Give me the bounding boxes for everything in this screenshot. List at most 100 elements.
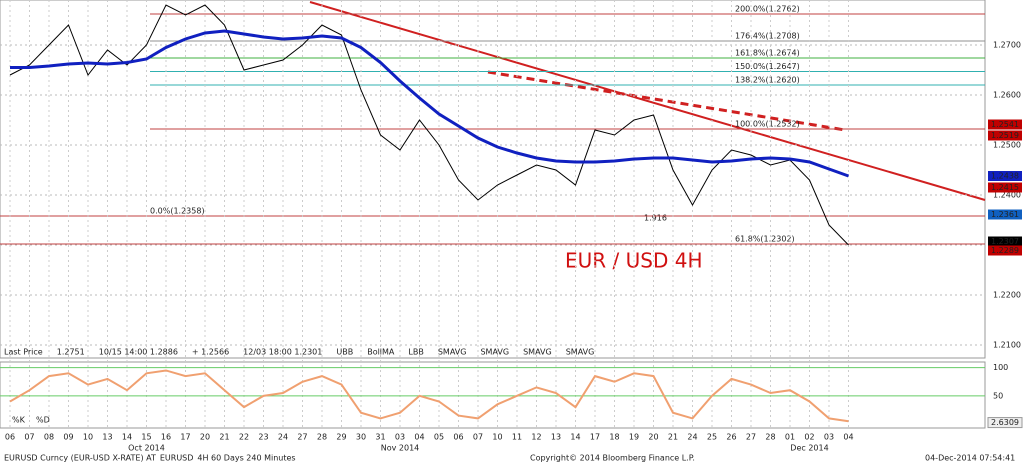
x-tick-label: 27	[297, 433, 307, 442]
x-tick-label: 19	[629, 433, 639, 442]
oscillator-panel	[0, 361, 986, 429]
x-tick-label: 05	[434, 433, 444, 442]
x-tick-label: 02	[804, 433, 814, 442]
y-tick-label: 1.2200	[993, 291, 1021, 300]
x-tick-label: 11	[512, 433, 522, 442]
legend-item: SMAVG	[438, 348, 467, 357]
x-tick-label: 12	[531, 433, 541, 442]
fib-label: 0.0%(1.2358)	[150, 207, 205, 216]
footer-right: 04-Dec-2014 07:54:41	[925, 454, 1015, 462]
x-tick-label: 18	[609, 433, 619, 442]
x-tick-label: 13	[102, 433, 112, 442]
price-tag	[988, 209, 1022, 220]
y-tick-label: 1.2500	[993, 141, 1021, 150]
price-tag	[988, 130, 1022, 141]
x-tick-label: 10	[492, 433, 502, 442]
fib-label: 176.4%(1.2708)	[735, 32, 800, 41]
osc-legend: %D	[36, 416, 50, 425]
x-tick-label: 04	[414, 433, 424, 442]
x-tick-label: 21	[668, 433, 678, 442]
osc-tick-label: 100	[993, 363, 1008, 372]
legend-item: 10/15 14:00 1.2886	[99, 348, 178, 357]
x-tick-label: 17	[590, 433, 600, 442]
y-tick-label: 1.2600	[993, 91, 1021, 100]
trend-line-dashed	[487, 70, 846, 132]
trend-line	[309, 1, 986, 201]
series-line	[10, 29, 850, 178]
x-tick-label: 17	[180, 433, 190, 442]
x-tick-label: 25	[707, 433, 717, 442]
x-tick-label: 30	[356, 433, 366, 442]
price-tag	[988, 245, 1022, 256]
price-tag	[988, 119, 1022, 130]
x-tick-label: 28	[317, 433, 327, 442]
legend-item: UBB	[336, 348, 353, 357]
x-tick-label: 06	[453, 433, 463, 442]
footer-left: EURUSD Curncy (EUR-USD X-RATE) AT_EURUSD…	[4, 454, 296, 462]
footer-center: Copyright© 2014 Bloomberg Finance L.P.	[530, 454, 695, 462]
price-tag-label: 1.2415	[991, 183, 1019, 192]
annotation: 1.916	[644, 214, 667, 223]
fib-label: 100.0%(1.2532)	[735, 120, 800, 129]
price-tag	[988, 182, 1022, 193]
price-tag-label: 1.2519	[991, 131, 1019, 140]
y-tick-label: 1.2100	[993, 341, 1021, 350]
osc-line	[9, 369, 849, 423]
legend-item: SMAVG	[566, 348, 595, 357]
x-tick-label: 24	[278, 433, 288, 442]
x-tick-label: 23	[258, 433, 268, 442]
legend-item: 12/03 18:00 1.2301	[243, 348, 322, 357]
fib-label: 161.8%(1.2674)	[735, 49, 800, 58]
osc-tag	[987, 417, 1023, 429]
x-tick-label: 22	[239, 433, 249, 442]
x-tick-label: 03	[395, 433, 405, 442]
month-label: Oct 2014	[128, 444, 165, 453]
legend-item: SMAVG	[480, 348, 509, 357]
price-tag	[988, 171, 1022, 181]
osc-tick-label: 50	[993, 391, 1003, 400]
x-tick-label: 26	[726, 433, 736, 442]
fib-label: 150.0%(1.2647)	[735, 62, 800, 71]
x-tick-label: 10	[83, 433, 93, 442]
x-tick-label: 29	[336, 433, 346, 442]
x-tick-label: 27	[746, 433, 756, 442]
x-tick-label: 09	[63, 433, 73, 442]
price-tag-label: 1.2361	[991, 210, 1019, 219]
legend-item: + 1.2566	[192, 348, 229, 357]
x-tick-label: 06	[5, 433, 15, 442]
x-tick-label: 24	[687, 433, 697, 442]
month-label: Dec 2014	[790, 444, 828, 453]
x-tick-label: 15	[141, 433, 151, 442]
price-tag-label: 1.2307	[991, 237, 1019, 246]
x-tick-label: 16	[161, 433, 171, 442]
fib-label: 200.0%(1.2762)	[735, 5, 800, 14]
price-tag-label: 1.2289	[991, 246, 1019, 255]
legend-item: Last Price	[4, 348, 43, 357]
x-tick-label: 14	[122, 433, 132, 442]
x-tick-label: 03	[824, 433, 834, 442]
x-tick-label: 13	[551, 433, 561, 442]
legend-item: SMAVG	[523, 348, 552, 357]
x-tick-label: 31	[375, 433, 385, 442]
osc-tag-label: 2.6309	[991, 418, 1019, 427]
x-tick-label: 20	[200, 433, 210, 442]
x-tick-label: 07	[24, 433, 34, 442]
x-tick-label: 04	[843, 433, 853, 442]
legend-item: LBB	[408, 348, 423, 357]
legend-item: BollMA	[367, 348, 395, 357]
x-tick-label: 07	[473, 433, 483, 442]
month-label: Nov 2014	[381, 444, 420, 453]
y-tick-label: 1.2400	[993, 191, 1021, 200]
x-tick-label: 28	[765, 433, 775, 442]
osc-legend: %K	[12, 416, 26, 425]
main-panel	[0, 0, 986, 359]
x-tick-label: 01	[785, 433, 795, 442]
x-tick-label: 14	[570, 433, 580, 442]
fib-label: 61.8%(1.2302)	[735, 235, 795, 244]
x-tick-label: 20	[648, 433, 658, 442]
x-tick-label: 21	[219, 433, 229, 442]
price-tag	[988, 236, 1022, 247]
price-tag-label: 1.2541	[991, 120, 1019, 129]
